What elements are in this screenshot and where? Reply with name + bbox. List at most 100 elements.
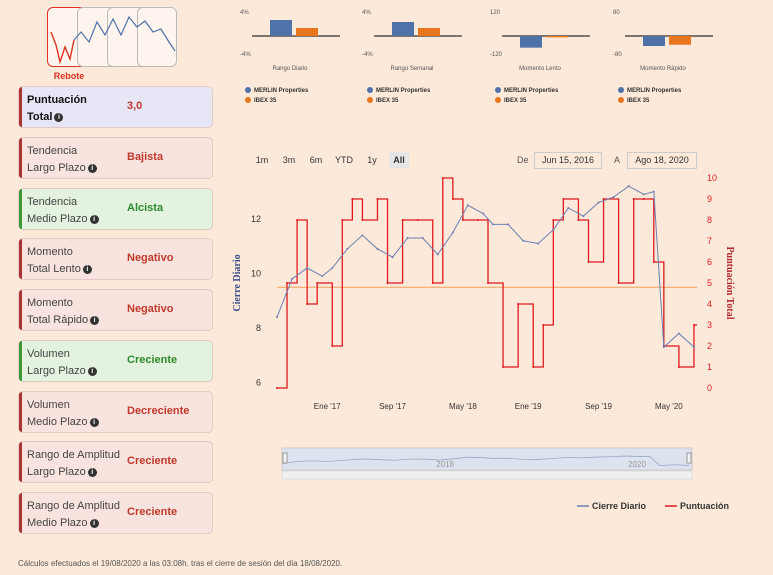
score-point <box>361 219 364 221</box>
card-label: Volumen Medio Plazo i <box>27 397 99 431</box>
price-point <box>346 247 349 250</box>
x-tick-label: Sep '17 <box>379 402 406 411</box>
score-point <box>431 282 434 284</box>
left-axis-title: Cierre Diario <box>232 254 243 311</box>
pattern-thumb[interactable] <box>137 7 177 67</box>
range-button-1m[interactable]: 1m <box>255 155 269 165</box>
score-point <box>376 198 379 200</box>
info-icon[interactable]: i <box>89 518 99 528</box>
price-point <box>677 332 680 335</box>
left-tick-label: 12 <box>251 214 261 224</box>
score-point <box>542 324 545 326</box>
indicator-card[interactable]: Volumen Largo Plazo i Creciente <box>18 340 213 382</box>
indicator-card[interactable]: Tendencia Largo Plazo i Bajista <box>18 137 213 179</box>
price-point <box>507 223 510 226</box>
card-label-line1: Tendencia <box>27 196 78 208</box>
price-point <box>492 223 495 226</box>
navigator-handle-right[interactable] <box>686 452 692 464</box>
navigator-scrollbar[interactable] <box>281 470 693 480</box>
right-tick-label: 9 <box>707 194 712 204</box>
card-value: Creciente <box>127 506 178 518</box>
right-tick-label: 0 <box>707 383 712 393</box>
indicator-card[interactable]: Volumen Medio Plazo i Decreciente <box>18 391 213 433</box>
price-series-line <box>276 185 695 349</box>
mini-bar-merlin <box>643 36 665 46</box>
card-label-line1: Rango de Amplitud <box>27 500 120 512</box>
indicator-card[interactable]: Rango de Amplitud Medio Plazo i Creciente <box>18 492 213 534</box>
indicator-card[interactable]: Tendencia Medio Plazo i Alcista <box>18 188 213 230</box>
range-button-1y[interactable]: 1y <box>367 155 377 165</box>
pattern-chart-icon <box>50 15 176 65</box>
info-icon[interactable]: i <box>87 163 97 173</box>
price-point <box>627 185 630 188</box>
info-icon[interactable]: i <box>54 112 64 122</box>
score-point <box>577 219 580 221</box>
from-date-input[interactable]: Jun 15, 2016 <box>534 152 602 169</box>
indicator-card[interactable]: Rango de Amplitud Largo Plazo i Creciente <box>18 441 213 483</box>
card-value: Creciente <box>127 455 178 467</box>
card-label-line2: Largo Plazo <box>27 162 86 174</box>
navigator-window[interactable] <box>281 447 693 471</box>
legend-score-label[interactable]: Puntuación <box>680 501 729 511</box>
navigator-handle-left[interactable] <box>282 452 288 464</box>
price-point <box>321 275 324 278</box>
range-button-6m[interactable]: 6m <box>309 155 323 165</box>
from-label: De <box>517 155 529 165</box>
score-point <box>692 324 695 326</box>
mini-bar-ibex <box>418 28 440 36</box>
score-point <box>286 282 289 284</box>
info-icon[interactable]: i <box>87 366 97 376</box>
card-accent-bar <box>19 138 22 178</box>
pattern-label: Rebote <box>53 71 85 81</box>
score-point <box>316 282 319 284</box>
info-icon[interactable]: i <box>89 214 99 224</box>
legend-merlin: MERLIN Properties <box>504 88 559 94</box>
legend-price-label[interactable]: Cierre Diario <box>592 501 647 511</box>
mini-bars <box>625 35 713 46</box>
right-tick-label: 8 <box>707 215 712 225</box>
card-label-line2: Largo Plazo <box>27 466 86 478</box>
price-point <box>466 204 469 207</box>
mini-legend: MERLIN Properties IBEX 35 <box>245 86 308 106</box>
price-point <box>481 212 484 215</box>
mini-ymin: -80 <box>613 52 622 58</box>
range-button-ytd[interactable]: YTD <box>335 155 353 165</box>
price-point <box>522 239 525 242</box>
card-label: Puntuación Total i <box>27 92 87 126</box>
price-point <box>291 277 294 280</box>
legend-merlin: MERLIN Properties <box>254 88 309 94</box>
price-point <box>451 231 454 234</box>
range-button-all[interactable]: All <box>389 152 409 168</box>
range-button-3m[interactable]: 3m <box>282 155 296 165</box>
card-label-line1: Tendencia <box>27 145 78 157</box>
info-icon[interactable]: i <box>89 417 99 427</box>
info-icon[interactable]: i <box>87 467 97 477</box>
card-value: Negativo <box>127 303 174 315</box>
indicator-card[interactable]: Puntuación Total i 3,0 <box>18 86 213 128</box>
card-accent-bar <box>19 239 22 279</box>
to-date-input[interactable]: Ago 18, 2020 <box>627 152 697 169</box>
mini-bar-ibex <box>669 36 691 45</box>
x-tick-label: Ene '19 <box>515 402 542 411</box>
card-label-line1: Volumen <box>27 348 70 360</box>
mini-bar-ibex <box>296 28 318 36</box>
mini-bar-merlin <box>392 22 414 36</box>
indicator-card[interactable]: Momento Total Lento i Negativo <box>18 238 213 280</box>
price-point <box>662 346 665 349</box>
right-tick-label: 1 <box>707 362 712 372</box>
right-axis-title: Puntuación Total <box>724 246 735 319</box>
info-icon[interactable]: i <box>82 264 92 274</box>
to-label: A <box>614 155 621 165</box>
indicator-card[interactable]: Momento Total Rápido i Negativo <box>18 289 213 331</box>
score-point <box>677 366 680 368</box>
score-point <box>461 219 464 221</box>
info-icon[interactable]: i <box>90 315 100 325</box>
card-label: Tendencia Medio Plazo i <box>27 194 99 228</box>
mini-title: Rango Semanal <box>390 66 434 72</box>
pattern-thumbnails <box>47 7 177 67</box>
legend-ibex: IBEX 35 <box>627 98 650 104</box>
price-point <box>276 316 278 319</box>
card-value: Alcista <box>127 202 164 214</box>
card-label-line1: Momento <box>27 297 73 309</box>
